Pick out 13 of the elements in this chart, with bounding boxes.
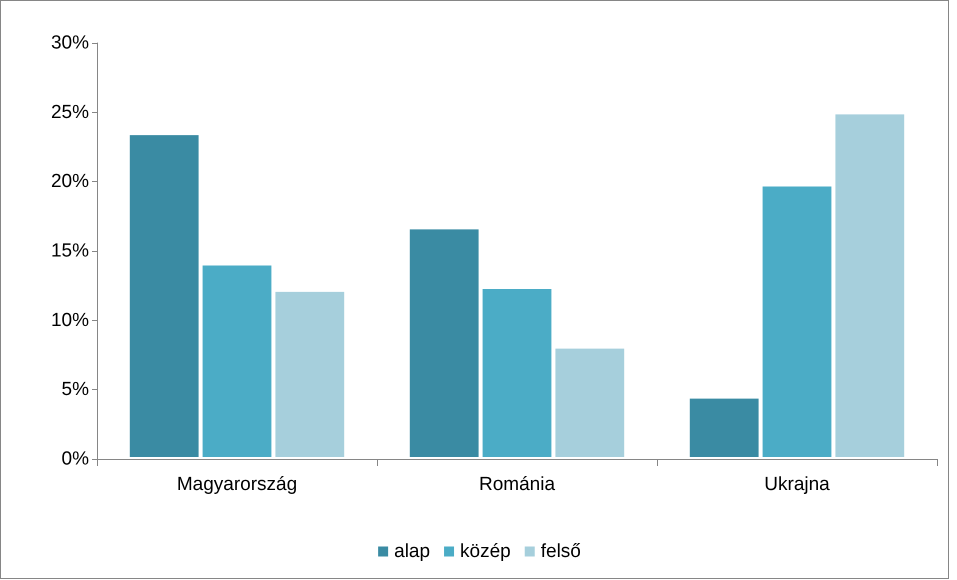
legend-label: felső bbox=[540, 541, 581, 562]
y-tick-label: 25% bbox=[50, 102, 90, 123]
y-tick-label: 15% bbox=[50, 240, 90, 262]
legend-label: közép bbox=[460, 541, 511, 562]
y-tick-label: 0% bbox=[62, 448, 90, 470]
legend-label: alap bbox=[394, 541, 430, 562]
y-tick-label: 10% bbox=[50, 310, 90, 331]
x-tick-label: Románia bbox=[478, 474, 556, 495]
x-tick-label: Ukrajna bbox=[764, 474, 830, 495]
y-tick-label: 5% bbox=[62, 379, 90, 400]
x-tick-label: Magyarország bbox=[176, 474, 298, 495]
y-tick-label: 30% bbox=[50, 32, 90, 54]
y-tick-label: 20% bbox=[50, 171, 90, 192]
